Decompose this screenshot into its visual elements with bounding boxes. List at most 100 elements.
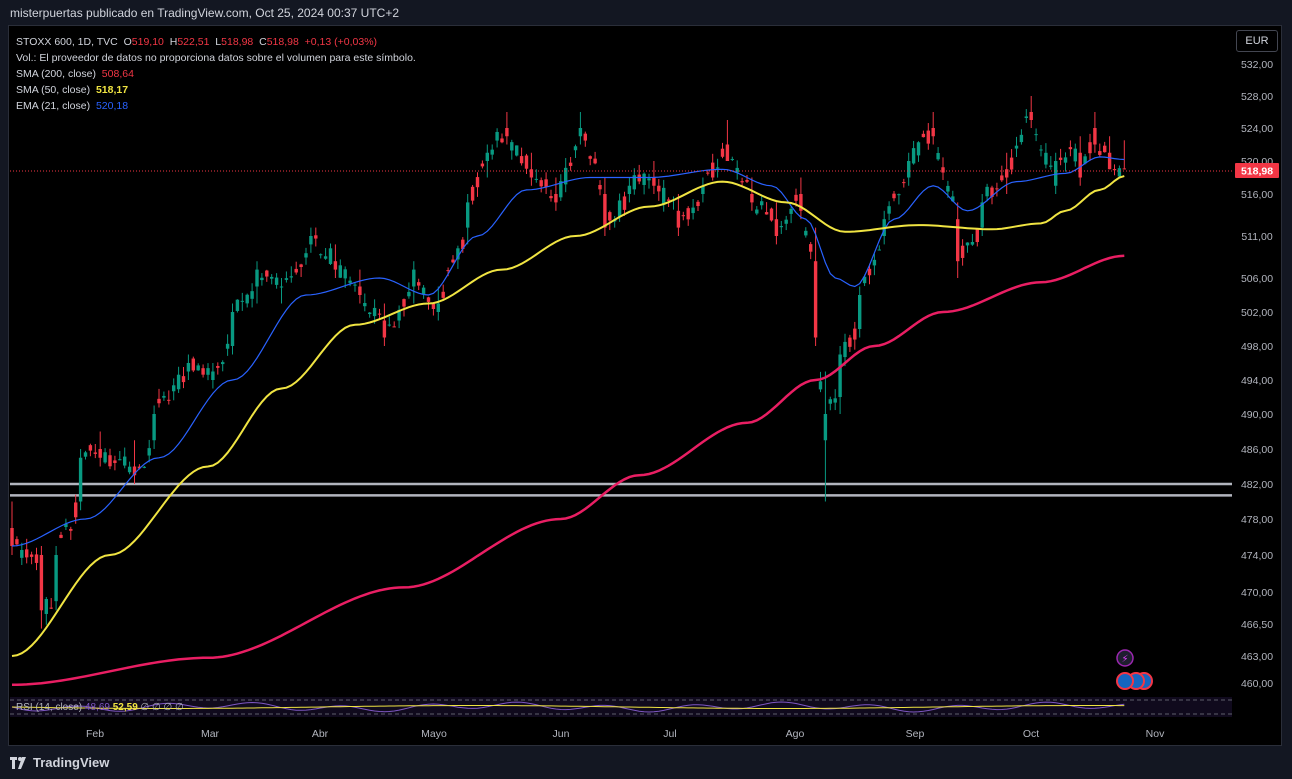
candle-body — [294, 268, 298, 273]
candle-body — [730, 158, 734, 160]
candle-body — [201, 368, 205, 375]
candle-body — [279, 286, 284, 288]
candle-body — [1098, 151, 1102, 155]
candle-body — [1000, 175, 1004, 181]
candle-body — [309, 236, 313, 245]
legend: STOXX 600, 1D, TVC O519,10 H522,51 L518,… — [16, 34, 416, 114]
legend-symbol-row: STOXX 600, 1D, TVC O519,10 H522,51 L518,… — [16, 36, 378, 48]
candle-body — [132, 466, 137, 476]
candle-body — [706, 172, 710, 174]
candle-body — [10, 528, 14, 546]
candle-body — [1034, 134, 1038, 136]
candle-body — [911, 148, 916, 164]
candle-body — [353, 284, 357, 286]
candle-body — [1078, 152, 1082, 178]
candle-body — [206, 368, 210, 375]
candle-body — [686, 208, 690, 220]
last-price-tag: 518,98 — [1235, 163, 1279, 178]
candle-body — [975, 228, 979, 243]
candle-body — [931, 128, 935, 137]
candle-body — [681, 215, 685, 217]
candle-body — [431, 303, 436, 309]
candle-body — [588, 156, 592, 159]
x-tick-label: Nov — [1146, 728, 1165, 740]
candle-body — [426, 297, 431, 302]
candle-body — [235, 299, 240, 311]
currency-button[interactable]: EUR — [1236, 30, 1278, 52]
candle-body — [794, 194, 798, 201]
candle-body — [348, 280, 352, 283]
candle-body — [49, 607, 53, 609]
candle-body — [1024, 116, 1028, 118]
candle-body — [774, 219, 779, 236]
candle-body — [662, 187, 666, 205]
candle-body — [417, 282, 421, 286]
candle-body — [647, 178, 651, 181]
candle-body — [715, 167, 720, 169]
candle-body — [632, 175, 636, 190]
candle-body — [343, 269, 347, 279]
x-tick-label: Jun — [553, 728, 570, 740]
candle-body — [274, 277, 279, 285]
candle-body — [230, 312, 235, 346]
candle-body — [142, 466, 146, 468]
candle-body — [1068, 147, 1073, 150]
candle-body — [225, 343, 230, 349]
y-tick-label: 511,00 — [1241, 231, 1272, 243]
candle-body — [887, 206, 891, 214]
candle-body — [387, 324, 391, 326]
candle-body — [147, 448, 151, 456]
candle-body — [657, 185, 661, 192]
candle-body — [524, 155, 529, 169]
candle-body — [598, 185, 602, 190]
candle-body — [564, 167, 568, 185]
candle-body — [88, 445, 93, 451]
candle-body — [1054, 161, 1058, 186]
candle-body — [1044, 152, 1048, 165]
candle-body — [304, 253, 308, 258]
candle-body — [216, 366, 220, 368]
candle-body — [466, 202, 470, 228]
candle-body — [196, 365, 200, 371]
candle-body — [397, 309, 401, 321]
candle-body — [951, 196, 955, 202]
candle-body — [441, 291, 445, 298]
candle-body — [44, 598, 48, 614]
candle-body — [74, 502, 78, 518]
candle-body — [970, 242, 975, 245]
candle-body — [534, 178, 538, 180]
candle-body — [382, 320, 387, 338]
candle-body — [818, 381, 823, 390]
candle-body — [1117, 168, 1122, 177]
candle-body — [333, 261, 338, 270]
y-tick-label: 494,00 — [1241, 375, 1273, 387]
candle-body — [872, 259, 877, 266]
time-axis: Feb Mar Abr Mayo Jun Jul Ago Sep Oct Nov — [86, 728, 1165, 740]
candle-body — [603, 194, 607, 228]
candle-body — [412, 269, 416, 287]
candle-body — [1039, 149, 1043, 151]
close-value: 518,98 — [266, 36, 299, 48]
candle-body — [470, 186, 475, 201]
candle-body — [338, 265, 342, 278]
candle-body — [456, 248, 460, 260]
candle-body — [113, 460, 117, 463]
candle-body — [583, 133, 587, 141]
candle-body — [789, 208, 793, 214]
candle-body — [372, 307, 377, 317]
y-tick-label: 502,00 — [1241, 307, 1273, 319]
candle-body — [436, 303, 440, 312]
candle-body — [559, 181, 563, 198]
candle-body — [720, 148, 725, 157]
candle-body — [495, 131, 499, 141]
candle-body — [78, 457, 83, 502]
candle-body — [858, 295, 862, 329]
candle-body — [93, 452, 97, 454]
candle-body — [907, 161, 911, 178]
candle-body — [838, 354, 842, 397]
event-icons[interactable]: ⚡ — [1116, 649, 1153, 690]
candle-body — [877, 249, 881, 251]
candle-body — [103, 452, 107, 463]
candle-body — [544, 179, 548, 187]
